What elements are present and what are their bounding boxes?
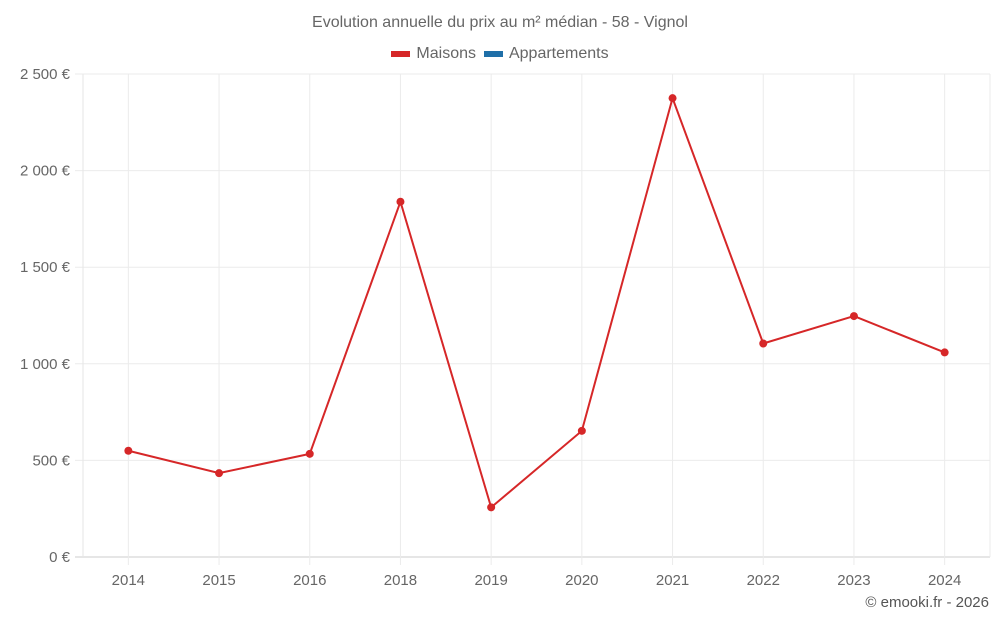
chart-title: Evolution annuelle du prix au m² médian … (312, 14, 688, 31)
legend-item-appartements[interactable]: Appartements (483, 45, 609, 63)
x-tick-label: 2014 (112, 572, 145, 589)
legend-label-maisons: Maisons (416, 45, 476, 62)
gridlines (75, 73, 991, 565)
x-tick-label: 2015 (202, 572, 235, 589)
data-point[interactable] (668, 94, 677, 103)
data-point[interactable] (215, 469, 224, 478)
x-tick-label: 2016 (293, 572, 326, 589)
y-tick-label: 2 000 € (20, 163, 71, 180)
data-point[interactable] (124, 446, 133, 455)
data-point[interactable] (487, 503, 496, 512)
x-tick-label: 2024 (928, 572, 961, 589)
data-point[interactable] (849, 312, 858, 321)
y-tick-label: 500 € (32, 452, 70, 469)
series-line-maisons (128, 94, 946, 510)
y-tick-label: 2 500 € (20, 66, 71, 83)
x-axis: 2014 2015 2016 2018 2019 2020 2021 2022 2023 2024 (112, 572, 962, 589)
y-tick-label: 0 € (49, 549, 71, 566)
y-axis: 0 € 500 € 1 000 € 1 500 € 2 000 € 2 500 € (20, 66, 71, 566)
data-point[interactable] (396, 197, 405, 206)
x-tick-label: 2018 (384, 572, 417, 589)
legend-swatch-maisons (391, 51, 411, 57)
x-tick-label: 2023 (837, 572, 870, 589)
series-maisons (124, 94, 949, 512)
x-tick-label: 2020 (565, 572, 598, 589)
credit-text: © emooki.fr - 2026 (865, 594, 989, 611)
y-tick-label: 1 000 € (20, 356, 71, 373)
y-tick-label: 1 500 € (20, 259, 71, 276)
data-point[interactable] (759, 339, 768, 348)
x-tick-label: 2019 (474, 572, 507, 589)
data-point[interactable] (577, 426, 586, 435)
x-tick-label: 2022 (747, 572, 780, 589)
x-tick-label: 2021 (656, 572, 689, 589)
legend-item-maisons[interactable]: Maisons (391, 45, 476, 63)
chart-legend: Maisons Appartements (0, 45, 1000, 63)
legend-swatch-appartements (483, 51, 503, 57)
data-point[interactable] (940, 348, 949, 357)
data-point[interactable] (305, 449, 314, 458)
legend-label-appartements: Appartements (508, 45, 609, 62)
